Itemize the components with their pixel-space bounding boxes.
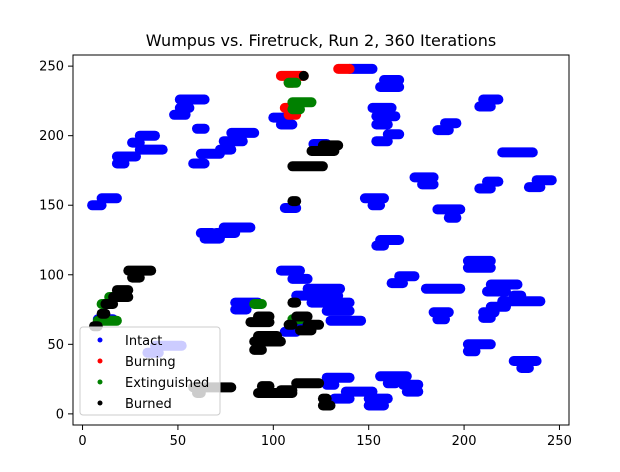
- chart-title: Wumpus vs. Firetruck, Run 2, 360 Iterati…: [146, 31, 496, 50]
- legend-label-intact: Intact: [125, 334, 162, 349]
- x-tick-label: 150: [356, 434, 381, 449]
- legend-label-extinguished: Extinguished: [125, 376, 209, 391]
- y-tick-label: 100: [39, 268, 64, 283]
- legend-marker-intact: [97, 337, 103, 343]
- y-tick-label: 250: [39, 60, 64, 75]
- series-burned: [89, 70, 344, 411]
- y-tick-label: 200: [39, 129, 64, 144]
- y-axis: 0 50 100 150 200 250: [39, 60, 73, 422]
- y-tick-label: 0: [56, 407, 64, 422]
- chart-marks: [87, 63, 557, 411]
- legend-marker-burning: [97, 358, 103, 364]
- legend-marker-extinguished: [97, 379, 103, 385]
- legend-label-burning: Burning: [125, 355, 176, 370]
- series-intact: [87, 63, 557, 411]
- x-tick-label: 100: [261, 434, 286, 449]
- y-tick-label: 150: [39, 199, 64, 214]
- legend-marker-burned: [97, 400, 103, 406]
- plot-area-frame: [72, 54, 570, 426]
- legend-box: [79, 326, 221, 416]
- legend: Intact Burning Extinguished Burned: [79, 326, 221, 416]
- x-tick-label: 50: [170, 434, 187, 449]
- x-axis: 0 50 100 150 200 250: [78, 425, 572, 449]
- legend-label-burned: Burned: [125, 397, 172, 412]
- x-tick-label: 250: [547, 434, 572, 449]
- y-tick-label: 50: [47, 338, 64, 353]
- x-tick-label: 0: [78, 434, 86, 449]
- x-tick-label: 200: [452, 434, 477, 449]
